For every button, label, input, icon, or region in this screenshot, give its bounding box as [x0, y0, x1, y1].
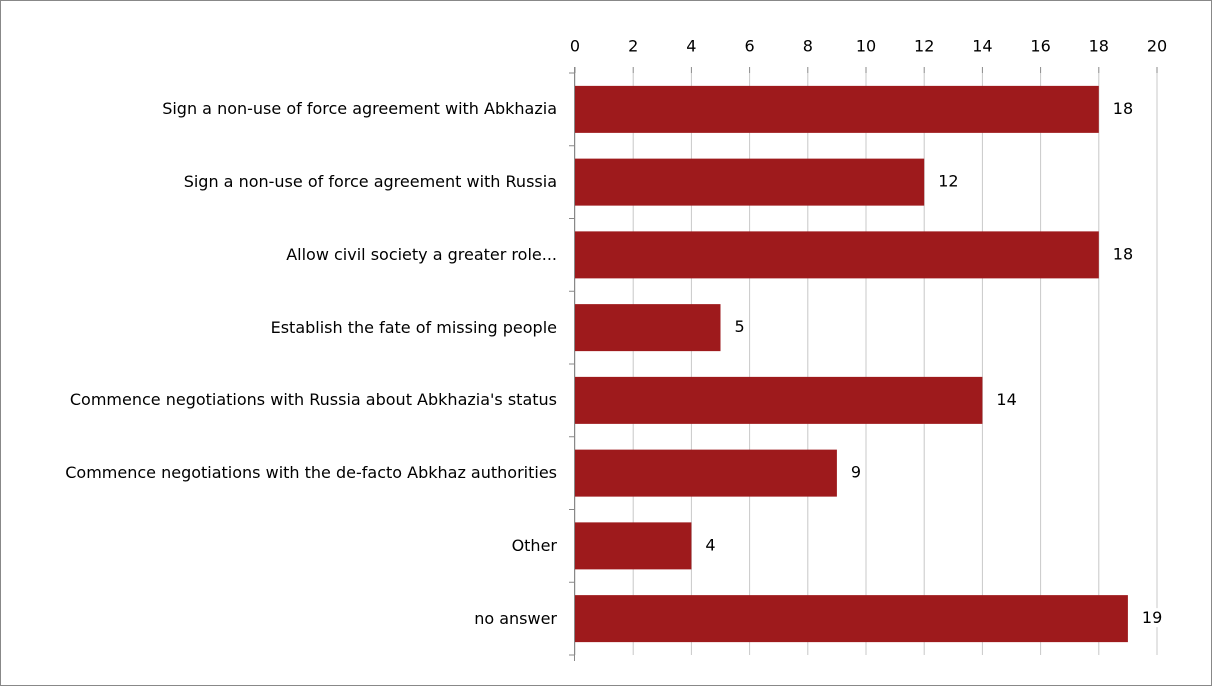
x-tick-label: 6 — [745, 37, 755, 56]
category-label-box: Commence negotiations with Russia about … — [10, 364, 557, 437]
y-tick-label: Establish the fate of missing people — [270, 317, 557, 337]
x-tick-label: 8 — [803, 37, 813, 56]
value-label-bg — [1109, 244, 1137, 264]
value-label: 14 — [996, 390, 1016, 409]
bar — [575, 595, 1128, 643]
category-label-box: no answer — [10, 582, 557, 655]
y-tick-label: Sign a non-use of force agreement with A… — [162, 99, 557, 119]
bar — [575, 158, 925, 206]
value-label: 4 — [705, 535, 715, 554]
value-label-bg — [935, 171, 962, 191]
x-tick-label: 4 — [686, 37, 696, 56]
value-label-bg — [1138, 608, 1166, 628]
bar — [575, 449, 837, 497]
category-label-box: Establish the fate of missing people — [10, 291, 557, 364]
y-tick-label: Sign a non-use of force agreement with R… — [183, 172, 557, 192]
y-tick-label: no answer — [474, 608, 557, 628]
bar — [575, 85, 1099, 133]
value-label-bg — [993, 389, 1020, 409]
value-label: 9 — [851, 463, 861, 482]
bar — [575, 304, 721, 352]
category-label-box: Commence negotiations with the de-facto … — [10, 437, 557, 510]
category-label-box: Other — [10, 510, 557, 583]
x-tick-label: 14 — [972, 37, 992, 56]
x-tick-label: 0 — [570, 37, 580, 56]
value-label: 12 — [938, 172, 958, 191]
y-tick-label: Other — [511, 535, 557, 555]
value-label: 19 — [1142, 608, 1162, 627]
bar — [575, 522, 692, 570]
value-label: 18 — [1113, 99, 1133, 118]
x-tick-label: 18 — [1089, 37, 1109, 56]
x-tick-label: 2 — [628, 37, 638, 56]
y-tick-label: Commence negotiations with the de-facto … — [65, 463, 557, 483]
value-label: 5 — [735, 317, 745, 336]
category-label-box: Sign a non-use of force agreement with R… — [10, 146, 557, 219]
value-label: 18 — [1113, 244, 1133, 263]
category-label-box: Allow civil society a greater role... — [10, 219, 557, 292]
x-tick-label: 10 — [856, 37, 876, 56]
value-label-bg — [847, 462, 865, 482]
value-label-bg — [702, 535, 719, 555]
x-tick-label: 20 — [1147, 37, 1167, 56]
x-tick-label: 12 — [914, 37, 934, 56]
y-tick-label: Commence negotiations with Russia about … — [69, 390, 557, 410]
value-label-bg — [731, 317, 748, 337]
value-label-bg — [1109, 98, 1137, 118]
bar — [575, 231, 1099, 279]
bar — [575, 376, 983, 424]
category-label-box: Sign a non-use of force agreement with A… — [10, 73, 557, 146]
x-tick-label: 16 — [1030, 37, 1050, 56]
y-tick-label: Allow civil society a greater role... — [286, 244, 557, 264]
